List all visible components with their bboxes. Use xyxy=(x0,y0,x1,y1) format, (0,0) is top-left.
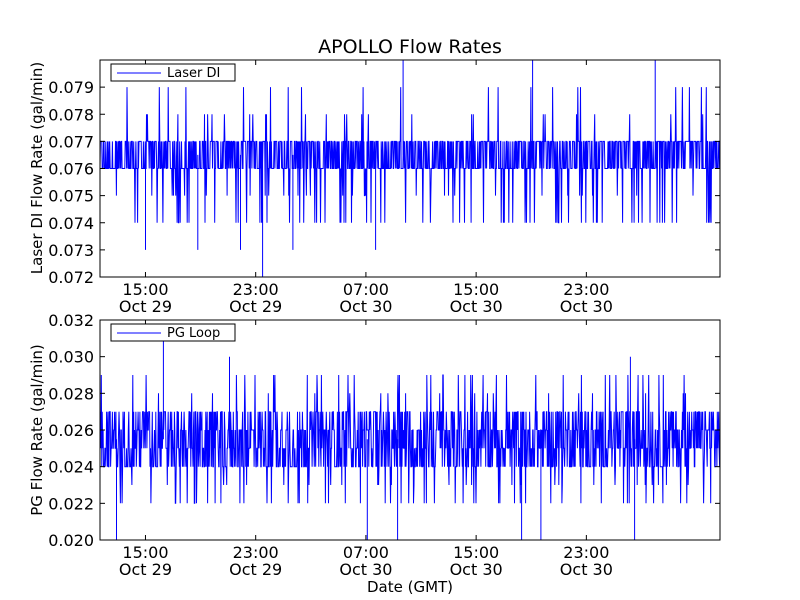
top-x-tick-time-label: 15:00 xyxy=(453,280,499,299)
top-y-axis-label: Laser DI Flow Rate (gal/min) xyxy=(28,62,46,274)
top-y-tick-label: 0.075 xyxy=(48,187,94,206)
top-x-tick-time-label: 23:00 xyxy=(233,280,279,299)
bottom-x-tick-time-label: 15:00 xyxy=(453,543,499,562)
bottom-series-line xyxy=(100,338,720,540)
top-legend-box xyxy=(110,63,236,82)
bottom-legend-label: PG Loop xyxy=(167,326,220,341)
bottom-x-tick-time-label: 07:00 xyxy=(343,543,389,562)
bottom-x-tick-time-label: 23:00 xyxy=(233,543,279,562)
top-x-tick-date-label: Oct 30 xyxy=(450,297,503,316)
top-x-tick-date-label: Oct 30 xyxy=(339,297,392,316)
top-y-tick-label: 0.076 xyxy=(48,160,94,179)
top-y-tick-label: 0.079 xyxy=(48,78,94,97)
top-x-tick-date-label: Oct 30 xyxy=(560,297,613,316)
bottom-y-tick-label: 0.032 xyxy=(48,311,94,330)
top-legend-label: Laser DI xyxy=(167,66,220,81)
top-x-tick-date-label: Oct 29 xyxy=(119,297,172,316)
bottom-x-tick-date-label: Oct 29 xyxy=(229,560,282,579)
plots: 0.072 0.073 0.074 0.075 0.076 0.077 0.078 0.079… xyxy=(48,59,721,579)
top-y-tick-label: 0.078 xyxy=(48,105,94,124)
bottom-x-tick-time-label: 23:00 xyxy=(563,543,609,562)
bottom-x-tick-date-label: Oct 30 xyxy=(560,560,613,579)
top-x-tick-date-label: Oct 29 xyxy=(229,297,282,316)
bottom-y-axis-label: PG Flow Rate (gal/min) xyxy=(28,344,46,516)
bottom-y-tick-label: 0.028 xyxy=(48,384,94,403)
top-x-tick-time-label: 07:00 xyxy=(343,280,389,299)
bottom-y-tick-label: 0.022 xyxy=(48,494,94,513)
top-plot-area: 0.072 0.073 0.074 0.075 0.076 0.077 0.078 0.079… xyxy=(48,59,721,316)
bottom-x-tick-date-label: Oct 29 xyxy=(119,560,172,579)
top-y-tick-label: 0.074 xyxy=(48,214,94,233)
bottom-y-tick-label: 0.024 xyxy=(48,458,94,477)
bottom-x-tick-date-label: Oct 30 xyxy=(339,560,392,579)
top-y-tick-label: 0.073 xyxy=(48,241,94,260)
top-y-tick-label: 0.077 xyxy=(48,132,94,151)
bottom-x-tick-time-label: 15:00 xyxy=(122,543,168,562)
bottom-x-axis-label: Date (GMT) xyxy=(367,578,453,596)
bottom-y-tick-label: 0.026 xyxy=(48,421,94,440)
bottom-y-tick-label: 0.020 xyxy=(48,531,94,550)
bottom-y-tick-label: 0.030 xyxy=(48,348,94,367)
top-series-line xyxy=(100,60,720,277)
top-y-tick-label: 0.072 xyxy=(48,268,94,287)
top-x-tick-time-label: 15:00 xyxy=(122,280,168,299)
bottom-x-tick-date-label: Oct 30 xyxy=(450,560,503,579)
bottom-legend-box xyxy=(110,323,236,342)
chart-title: APOLLO Flow Rates xyxy=(318,36,502,58)
bottom-plot-area: 0.020 0.022 0.024 0.026 0.028 0.030 0.032 15:00… xyxy=(48,311,721,579)
top-x-tick-time-label: 23:00 xyxy=(563,280,609,299)
